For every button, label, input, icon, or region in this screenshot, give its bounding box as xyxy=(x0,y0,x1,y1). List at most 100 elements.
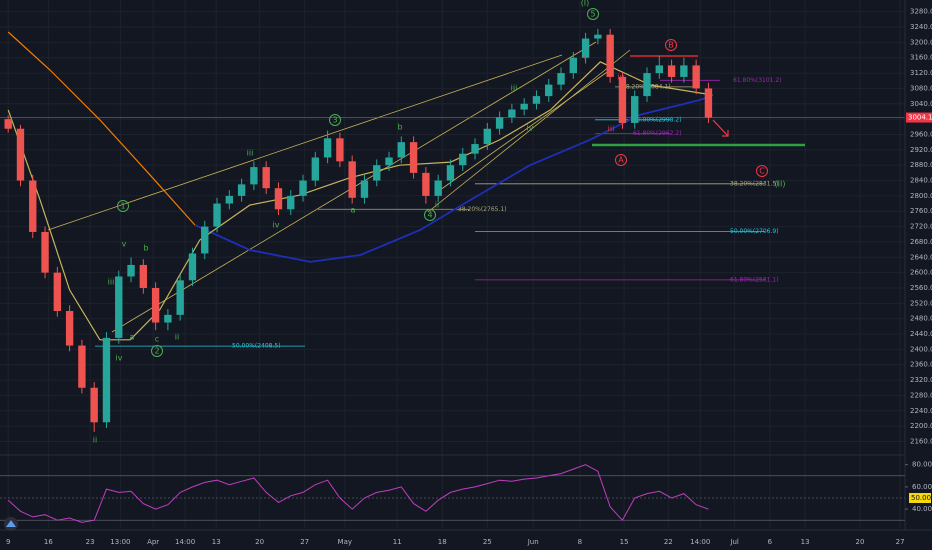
rsi-tick-label: 60.00 xyxy=(912,483,932,491)
x-tick-label: 8 xyxy=(578,538,582,546)
candles xyxy=(4,28,713,432)
candle-body xyxy=(151,287,160,323)
candle-body xyxy=(545,84,553,97)
rsi-pane xyxy=(0,464,908,523)
wave-label: ii xyxy=(93,436,97,445)
y-tick-label: 3040.0 xyxy=(910,100,932,108)
candle-body xyxy=(299,180,307,196)
candle-body xyxy=(569,57,577,74)
fib-label: 61.80%(3101.2) xyxy=(733,77,782,84)
y-tick-label: 2360.0 xyxy=(910,361,932,369)
candle-body xyxy=(483,128,491,145)
y-tick-label: 2440.0 xyxy=(910,330,932,338)
arrow-head xyxy=(722,130,729,137)
candle-body xyxy=(655,65,663,74)
candle-body xyxy=(164,314,172,323)
candle-body xyxy=(434,180,442,196)
y-tick-label: 3240.0 xyxy=(910,23,932,31)
fib-label: 61.80%(2962.2) xyxy=(633,130,682,137)
candle-body xyxy=(581,38,590,58)
x-tick-label: 27 xyxy=(896,538,905,546)
wave-circle xyxy=(587,8,599,20)
candle-body xyxy=(213,203,221,227)
wave-label: iv xyxy=(527,124,534,133)
candle-body xyxy=(311,157,320,181)
last-price-box xyxy=(906,112,932,123)
x-tick-label: Jun xyxy=(527,538,539,546)
x-tick-label: 14:00 xyxy=(690,538,710,546)
wave-circle xyxy=(329,114,341,126)
x-tick-label: 6 xyxy=(768,538,773,546)
y-tick-label: 2600.0 xyxy=(910,269,932,277)
candle-body xyxy=(446,165,455,181)
x-tick-label: 23 xyxy=(86,538,95,546)
x-tick-label: 22 xyxy=(664,538,673,546)
y-tick-label: 2640.0 xyxy=(910,253,932,261)
wave-label: 2 xyxy=(154,347,159,356)
x-tick-label: 9 xyxy=(6,538,10,546)
wave-circle xyxy=(151,345,163,357)
wave-label: 4 xyxy=(427,211,432,220)
candle-body xyxy=(78,345,86,388)
wave-label: 5 xyxy=(590,10,595,19)
wave-label: iv xyxy=(116,354,123,363)
candle-body xyxy=(471,144,479,154)
wave-label: iii xyxy=(511,84,518,93)
rsi-level-label: 50.00 xyxy=(911,494,931,502)
candle-body xyxy=(397,142,405,158)
candle-body xyxy=(4,119,12,129)
fib-label: 50.00%(2998.2) xyxy=(633,116,682,123)
x-tick-label: 18 xyxy=(438,538,447,546)
x-tick-label: Apr xyxy=(147,538,159,546)
wave-label: c xyxy=(155,335,159,344)
wave-circle xyxy=(615,154,627,166)
candle-body xyxy=(680,65,688,77)
logo xyxy=(4,517,18,531)
wave-label: iii xyxy=(608,125,615,134)
wave-label: 1 xyxy=(120,202,125,211)
candle-body xyxy=(618,76,627,123)
candle-body xyxy=(594,34,602,39)
candle-body xyxy=(274,188,283,210)
y-tick-label: 2480.0 xyxy=(910,315,932,323)
candle-body xyxy=(643,73,651,97)
y-tick-label: 2200.0 xyxy=(910,422,932,430)
candle-body xyxy=(520,103,528,110)
x-tick-label: May xyxy=(338,538,352,546)
wave-label: ii xyxy=(175,333,179,342)
candle-body xyxy=(201,226,209,254)
fib-label: 50.00%(2706.9) xyxy=(730,228,779,235)
rsi-tick-label: 80.00 xyxy=(912,461,932,469)
rsi-tick-label: 40.00 xyxy=(912,505,932,513)
moving-average xyxy=(194,94,713,263)
candle-body xyxy=(139,264,148,288)
candle-body xyxy=(495,117,504,129)
wave-circle xyxy=(665,39,677,51)
wave-label: b xyxy=(143,244,148,253)
fib-label: 38.20%(2831.5) xyxy=(730,180,779,187)
candle-body xyxy=(250,167,258,185)
trendline xyxy=(47,54,563,231)
candle-body xyxy=(115,276,123,338)
candle-body xyxy=(262,167,270,189)
candle-body xyxy=(704,88,713,118)
wave-circle xyxy=(424,209,436,221)
candle-body xyxy=(348,161,356,198)
candle-body xyxy=(65,311,74,346)
wave-label: iv xyxy=(618,73,625,82)
rsi-level-box xyxy=(909,493,931,503)
wave-label: A xyxy=(618,156,624,165)
candle-body xyxy=(336,138,344,162)
y-tick-label: 2840.0 xyxy=(910,177,932,185)
y-tick-label: 2960.0 xyxy=(910,130,932,138)
projection-arrow xyxy=(712,119,729,137)
candle-body xyxy=(102,337,111,423)
candle-body xyxy=(409,142,418,173)
wave-label: iv xyxy=(273,221,280,230)
logo-mark xyxy=(6,520,16,527)
rsi-line xyxy=(7,464,709,523)
